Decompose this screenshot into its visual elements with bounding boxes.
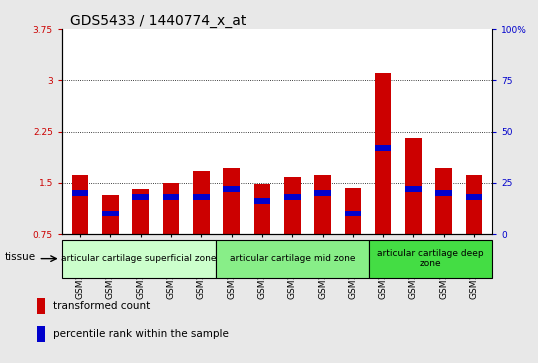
Bar: [223, 168, 240, 234]
Bar: [405, 138, 422, 234]
Bar: [37, 298, 45, 314]
Bar: [132, 194, 149, 200]
Text: GDS5433 / 1440774_x_at: GDS5433 / 1440774_x_at: [70, 14, 247, 28]
Bar: [435, 190, 452, 196]
Bar: [102, 195, 119, 234]
Text: articular cartilage superficial zone: articular cartilage superficial zone: [61, 254, 216, 263]
Bar: [62, 240, 216, 278]
Bar: [435, 168, 452, 234]
Bar: [344, 188, 361, 234]
Bar: [314, 175, 331, 234]
Bar: [132, 189, 149, 234]
Bar: [405, 186, 422, 192]
Bar: [466, 194, 483, 200]
Bar: [72, 175, 88, 234]
Bar: [193, 194, 210, 200]
Bar: [253, 184, 270, 234]
Bar: [162, 194, 179, 200]
Text: percentile rank within the sample: percentile rank within the sample: [53, 329, 229, 339]
Bar: [162, 183, 179, 234]
Bar: [314, 190, 331, 196]
Bar: [284, 178, 301, 234]
Bar: [284, 194, 301, 200]
Text: tissue: tissue: [5, 252, 36, 262]
Text: articular cartilage deep
zone: articular cartilage deep zone: [378, 249, 484, 268]
Bar: [102, 211, 119, 216]
Bar: [375, 145, 392, 151]
Bar: [369, 240, 492, 278]
Bar: [466, 175, 483, 234]
Bar: [216, 240, 369, 278]
Bar: [344, 211, 361, 216]
Bar: [375, 73, 392, 234]
Bar: [193, 171, 210, 234]
Text: articular cartilage mid zone: articular cartilage mid zone: [230, 254, 355, 263]
Bar: [253, 199, 270, 204]
Text: transformed count: transformed count: [53, 301, 150, 311]
Bar: [37, 326, 45, 342]
Bar: [72, 190, 88, 196]
Bar: [223, 186, 240, 192]
